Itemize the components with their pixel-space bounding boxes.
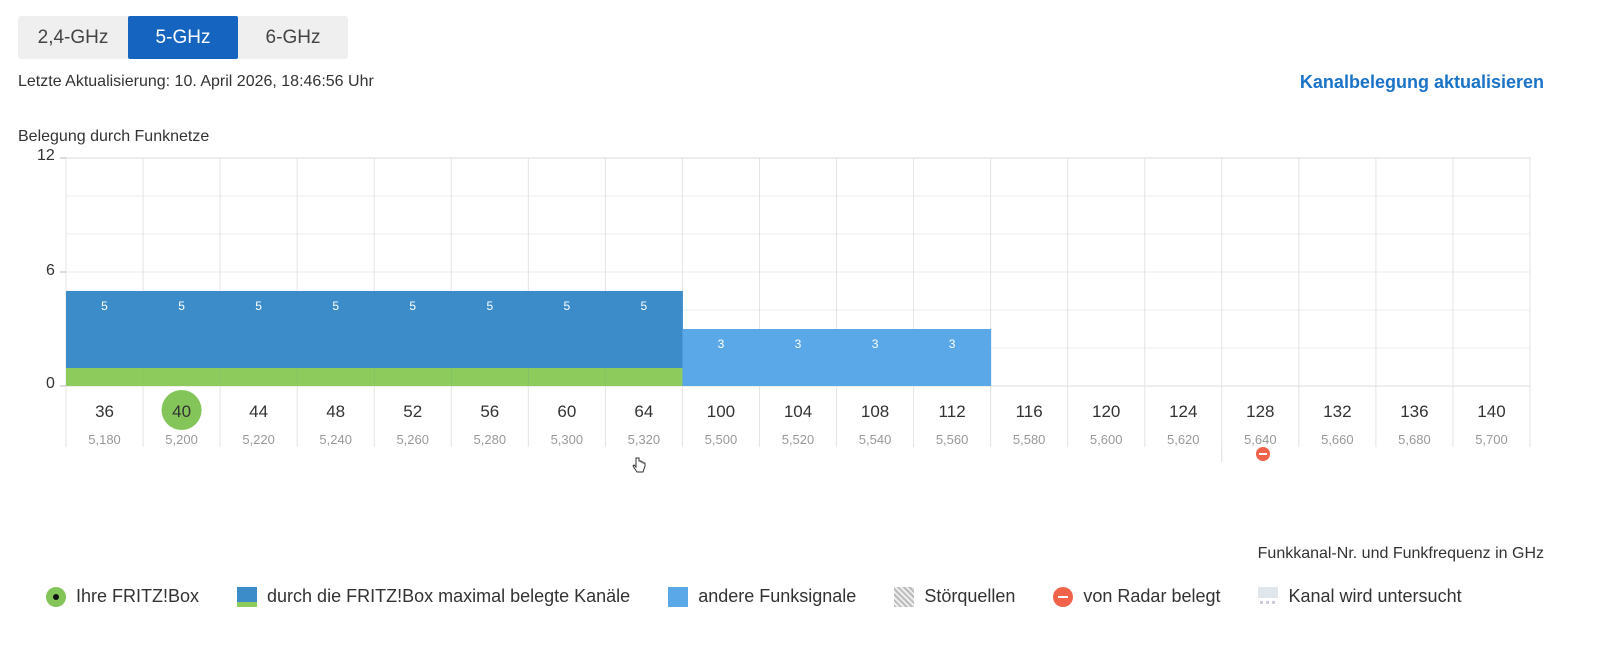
channel-number-label: 100 <box>707 402 735 421</box>
bar-ch-100 <box>682 329 760 386</box>
channel-number-label: 120 <box>1092 402 1120 421</box>
channel-number-label: 44 <box>249 402 268 421</box>
own-channel-indicator <box>161 390 202 430</box>
y-tick-12: 12 <box>37 147 55 164</box>
bar-base-ch-44 <box>220 368 298 386</box>
interference-swatch-icon <box>894 586 915 607</box>
channel-frequency-label: 5,680 <box>1398 432 1431 447</box>
bar-value-label: 3 <box>872 337 879 351</box>
bar-base-ch-48 <box>297 368 375 386</box>
bar-value-label: 5 <box>332 299 339 313</box>
legend-item-other-signals: andere Funksignale <box>668 586 856 607</box>
legend-item-interference: Störquellen <box>894 586 1015 607</box>
y-tick-0: 0 <box>46 375 55 392</box>
scanning-icon <box>1258 586 1279 607</box>
channel-number-label: 128 <box>1246 402 1274 421</box>
legend: Ihre FRITZ!Box durch die FRITZ!Box maxim… <box>46 586 1500 607</box>
tab-5-ghz[interactable]: 5-GHz <box>128 16 238 59</box>
bar-value-label: 3 <box>795 337 802 351</box>
bar-base-ch-40 <box>143 368 221 386</box>
channel-number-label: 36 <box>95 402 114 421</box>
channel-number-label: 124 <box>1169 402 1197 421</box>
tab-2-4-ghz[interactable]: 2,4-GHz <box>37 26 109 48</box>
max-channels-swatch-icon <box>237 586 258 607</box>
bar-value-label: 5 <box>178 299 185 313</box>
legend-item-fritzbox: Ihre FRITZ!Box <box>46 586 199 607</box>
bar-value-label: 5 <box>563 299 570 313</box>
channel-frequency-label: 5,240 <box>319 432 352 447</box>
channel-frequency-label: 5,220 <box>242 432 275 447</box>
legend-label: Ihre FRITZ!Box <box>76 586 200 606</box>
bar-value-label: 5 <box>255 299 262 313</box>
channel-number-label: 52 <box>403 402 422 421</box>
channel-number-label: 56 <box>480 402 499 421</box>
last-update-text: Letzte Aktualisierung: 10. April 2026, 1… <box>18 73 374 90</box>
chart-title: Belegung durch Funknetze <box>18 128 210 145</box>
channel-number-label: 108 <box>861 402 889 421</box>
legend-item-max-channels: durch die FRITZ!Box maximal belegte Kanä… <box>237 586 630 607</box>
bar-ch-108 <box>836 329 915 386</box>
bar-base-ch-52 <box>374 368 452 386</box>
channel-number-label: 112 <box>939 402 966 421</box>
channel-number-label: 140 <box>1477 402 1505 421</box>
fritzbox-dot-icon <box>46 586 66 607</box>
bar-ch-112 <box>913 329 992 386</box>
legend-label: von Radar belegt <box>1083 586 1221 606</box>
bar-value-label: 3 <box>718 337 725 351</box>
hand-cursor-icon <box>632 457 646 473</box>
channel-number-label: 104 <box>784 402 812 421</box>
legend-label: Störquellen <box>924 586 1016 606</box>
y-tick-6: 6 <box>46 262 55 279</box>
legend-item-scanning: Kanal wird untersucht <box>1258 586 1462 607</box>
legend-label: andere Funksignale <box>698 586 857 606</box>
bar-base-ch-60 <box>528 368 606 386</box>
refresh-channel-usage-link[interactable]: Kanalbelegung aktualisieren <box>1299 72 1544 92</box>
channel-frequency-label: 5,520 <box>782 432 815 447</box>
bar-value-label: 5 <box>101 299 108 313</box>
channel-frequency-label: 5,640 <box>1244 432 1277 447</box>
channel-usage-chart: 5 36 5,180 5 40 5,200 5 44 5,220 5 48 5,240 5 52 5,260… <box>60 157 1531 462</box>
radar-icon <box>1053 586 1074 607</box>
channel-number-label: 116 <box>1016 402 1043 421</box>
channel-frequency-label: 5,180 <box>88 432 121 447</box>
bar-base-ch-64 <box>605 368 683 386</box>
channel-frequency-label: 5,560 <box>936 432 969 447</box>
channel-frequency-label: 5,660 <box>1321 432 1354 447</box>
other-signals-swatch-icon <box>668 586 689 607</box>
bar-value-label: 5 <box>641 299 648 313</box>
bar-base-ch-36 <box>66 368 144 386</box>
channel-frequency-label: 5,500 <box>705 432 738 447</box>
bar-value-label: 3 <box>949 337 956 351</box>
channel-frequency-label: 5,300 <box>551 432 584 447</box>
band-tabs: 2,4-GHz 5-GHz 6-GHz <box>18 16 348 59</box>
channel-number-label: 132 <box>1323 402 1351 421</box>
tab-6-ghz[interactable]: 6-GHz <box>265 26 321 48</box>
channel-frequency-label: 5,200 <box>165 432 198 447</box>
legend-label: Kanal wird untersucht <box>1288 586 1462 606</box>
channel-frequency-label: 5,700 <box>1475 432 1508 447</box>
bar-value-label: 5 <box>486 299 493 313</box>
channel-number-label: 60 <box>557 402 576 421</box>
channel-frequency-label: 5,580 <box>1013 432 1046 447</box>
legend-item-radar: von Radar belegt <box>1053 586 1220 607</box>
channel-number-label: 48 <box>326 402 345 421</box>
bar-ch-104 <box>759 329 838 386</box>
channel-frequency-label: 5,620 <box>1167 432 1200 447</box>
channel-frequency-label: 5,280 <box>474 432 507 447</box>
bar-value-label: 5 <box>409 299 416 313</box>
channel-number-label: 40 <box>172 402 191 421</box>
x-axis-caption: Funkkanal-Nr. und Funkfrequenz in GHz <box>1257 545 1544 562</box>
channel-frequency-label: 5,320 <box>628 432 661 447</box>
channel-frequency-label: 5,260 <box>396 432 429 447</box>
channel-frequency-label: 5,540 <box>859 432 892 447</box>
legend-label: durch die FRITZ!Box maximal belegte Kanä… <box>267 586 631 606</box>
channel-number-label: 64 <box>634 402 653 421</box>
channel-number-label: 136 <box>1400 402 1428 421</box>
bar-base-ch-56 <box>451 368 529 386</box>
channel-frequency-label: 5,600 <box>1090 432 1123 447</box>
radar-icon <box>1256 447 1270 461</box>
